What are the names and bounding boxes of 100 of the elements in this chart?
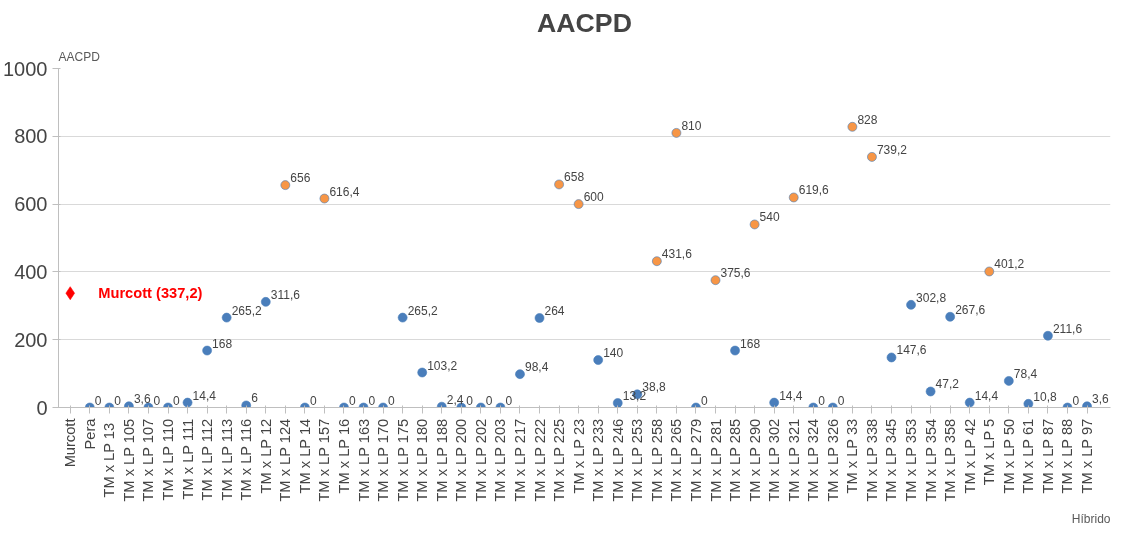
point [397, 312, 408, 323]
data-label: 739,2 [876, 142, 908, 157]
x-tick-label: TM x LP 290 [746, 418, 763, 502]
x-tick-label: TM x LP 253 [629, 418, 646, 502]
data-label: 168 [740, 336, 761, 351]
point [417, 367, 428, 378]
point [866, 151, 877, 162]
x-tick-label: TM x LP 188 [433, 418, 450, 502]
data-label: 3,6 [1092, 392, 1110, 407]
point [651, 256, 662, 267]
data-label: 401,2 [994, 257, 1025, 272]
x-tick-label: TM x LP 217 [511, 418, 528, 502]
data-label: 0 [388, 393, 396, 408]
annotation: Murcott (337,2) [98, 285, 203, 302]
point [514, 369, 525, 380]
x-tick-label: TM x LP 202 [472, 418, 489, 502]
x-tick-label: TM x LP 124 [277, 418, 294, 502]
point [984, 266, 995, 277]
data-label: 0 [309, 393, 317, 408]
data-label: 431,6 [661, 247, 693, 262]
x-axis-title: Híbrido [1071, 511, 1111, 526]
x-tick-label: TM x LP 111 [179, 418, 196, 500]
data-label: 0 [700, 393, 708, 408]
x-tick-label: TM x LP 33 [844, 418, 861, 494]
x-tick-label: TM x LP 321 [785, 418, 802, 502]
point [65, 286, 76, 301]
data-label: 168 [212, 336, 233, 351]
data-label: 267,6 [955, 302, 986, 317]
x-tick-label: TM x LP 50 [1000, 418, 1017, 494]
data-label: 0 [837, 393, 845, 408]
y-tick-label: 200 [14, 328, 48, 351]
point [710, 275, 721, 286]
data-label: 619,6 [798, 183, 830, 198]
data-label: 10,8 [1033, 389, 1058, 404]
x-tick-label: TM x LP 258 [648, 418, 665, 502]
point [1003, 375, 1014, 386]
x-tick-label: TM x LP 326 [824, 418, 841, 502]
data-label: 656 [290, 171, 311, 186]
x-tick-label: TM x LP 324 [805, 418, 822, 502]
x-tick-label: TM x LP 338 [863, 418, 880, 502]
point [319, 193, 330, 204]
x-tick-label: TM x LP 170 [375, 418, 392, 502]
x-tick-label: TM x LP 279 [687, 418, 704, 502]
point [945, 311, 956, 322]
data-label: 0 [348, 393, 356, 408]
x-tick-label: TM x LP 42 [961, 418, 978, 494]
x-tick-label: TM x LP 87 [1039, 418, 1056, 494]
data-label: 0 [368, 393, 376, 408]
point [554, 179, 565, 190]
data-label: 6 [251, 391, 259, 406]
y-tick-label: 1000 [3, 57, 48, 80]
y-axis-title: AACPD [537, 7, 632, 38]
x-tick-label: Murcott [62, 418, 79, 468]
x-tick-label: TM x LP 200 [453, 418, 470, 502]
data-label: 103,2 [427, 358, 458, 373]
x-tick-label: TM x LP 246 [609, 418, 626, 502]
data-label: 616,4 [329, 184, 360, 199]
y-tick-label: 800 [14, 125, 48, 148]
point [280, 180, 291, 191]
x-tick-label: TM x LP 281 [707, 418, 724, 502]
x-tick-label: TM x LP 345 [883, 418, 900, 502]
data-label: 0 [466, 393, 474, 408]
x-tick-label: TM x LP 302 [766, 418, 783, 502]
x-tick-label: TM x LP 113 [218, 418, 235, 501]
data-label: 540 [759, 210, 780, 225]
point [241, 400, 252, 408]
data-label: 0 [818, 393, 826, 408]
data-label: 810 [681, 118, 702, 133]
point [260, 296, 271, 307]
point [788, 192, 799, 203]
data-label: 3,6 [133, 392, 151, 407]
point [964, 397, 975, 408]
x-tick-label: TM x LP 61 [1020, 418, 1037, 494]
x-tick-label: TM x LP 233 [590, 418, 607, 502]
data-label: 0 [114, 393, 122, 408]
data-label: 211,6 [1052, 321, 1083, 336]
data-label: 47,2 [935, 377, 960, 392]
data-label: 375,6 [720, 266, 751, 281]
y-tick-label: 600 [14, 193, 48, 216]
x-tick-label: TM x LP 23 [570, 418, 587, 494]
x-tick-label: TM x LP 222 [531, 418, 548, 502]
data-label: 14,4 [974, 388, 999, 403]
x-tick-label: TM x LP 116 [238, 418, 255, 501]
data-label: 14,4 [192, 388, 217, 403]
x-tick-label: TM x LP 107 [140, 418, 157, 502]
point [182, 397, 193, 408]
x-tick-label: TM x LP 175 [394, 418, 411, 502]
x-tick-label: TM x LP 163 [355, 418, 372, 502]
point [730, 345, 741, 356]
x-tick-label: TM x LP 88 [1059, 418, 1076, 494]
data-label: 600 [583, 190, 604, 205]
data-label: 14,4 [779, 388, 803, 403]
point [612, 398, 623, 408]
data-label: 265,2 [407, 303, 438, 318]
x-tick-label: Pera [81, 417, 98, 450]
x-tick-label: TM x LP 353 [903, 418, 920, 502]
data-label: 302,8 [916, 290, 947, 305]
data-label: 0 [485, 393, 493, 408]
x-tick-label: TM x LP 203 [492, 418, 509, 502]
point [573, 199, 584, 210]
